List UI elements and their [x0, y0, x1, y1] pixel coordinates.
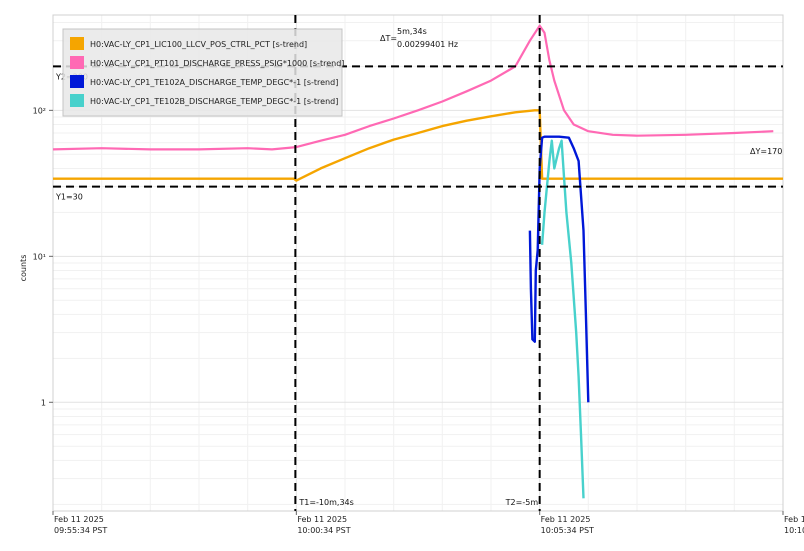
y-tick-label: 1	[41, 398, 46, 407]
series-line-1	[53, 109, 783, 182]
legend-entry: H0:VAC-LY_CP1_LIC100_LLCV_POS_CTRL_PCT […	[90, 40, 307, 49]
plot-frame	[52, 14, 784, 512]
series-line-4	[540, 139, 585, 499]
legend-swatch	[70, 37, 84, 50]
y-axis-label: counts	[19, 255, 28, 282]
axes: 1 10¹ 10² Feb 11 2025 09:55:34 PST Feb 11 202…	[33, 106, 804, 535]
series-lines	[52, 24, 783, 499]
legend-entry: H0:VAC-LY_CP1_TE102B_DISCHARGE_TEMP_DEGC…	[90, 97, 338, 106]
y-tick-label: 10¹	[33, 252, 46, 261]
x-tick-label-date: Feb 11 2025	[297, 515, 347, 524]
t2-cursor-label: T2=-5m	[505, 498, 539, 507]
legend-swatch	[70, 94, 84, 107]
x-tick-label-date: Feb 11 2025	[54, 515, 104, 524]
legend-swatch	[70, 75, 84, 88]
legend-swatch	[70, 56, 84, 69]
legend-entry: H0:VAC-LY_CP1_TE102A_DISCHARGE_TEMP_DEGC…	[90, 78, 338, 87]
delta-t-prefix: ΔT=	[380, 34, 397, 43]
legend-box	[62, 28, 343, 117]
y-tick-label: 10²	[33, 106, 46, 115]
series-line-2	[52, 24, 774, 151]
legend-entry: H0:VAC-LY_CP1_PT101_DISCHARGE_PRESS_PSIG…	[90, 59, 344, 68]
y1-cursor-label: Y1=30	[55, 193, 83, 202]
x-tick-label-time: 10:00:34 PST	[297, 526, 350, 535]
legend: H0:VAC-LY_CP1_LIC100_LLCV_POS_CTRL_PCT […	[62, 28, 344, 117]
x-tick-label-date: Feb 11 2025	[541, 515, 591, 524]
delta-t-frequency: 0.00299401 Hz	[397, 40, 458, 49]
t1-cursor-label: T1=-10m,34s	[298, 498, 353, 507]
series-line-3	[528, 135, 590, 403]
x-tick-label-date: Feb 11	[784, 515, 804, 524]
delta-y-label: ΔY=170	[750, 147, 782, 156]
x-tick-label-time: 09:55:34 PST	[54, 526, 107, 535]
x-tick-label-time: 10:05:34 PST	[541, 526, 594, 535]
delta-t-value: 5m,34s	[397, 27, 427, 36]
x-tick-label-time: 10:10:	[784, 526, 804, 535]
